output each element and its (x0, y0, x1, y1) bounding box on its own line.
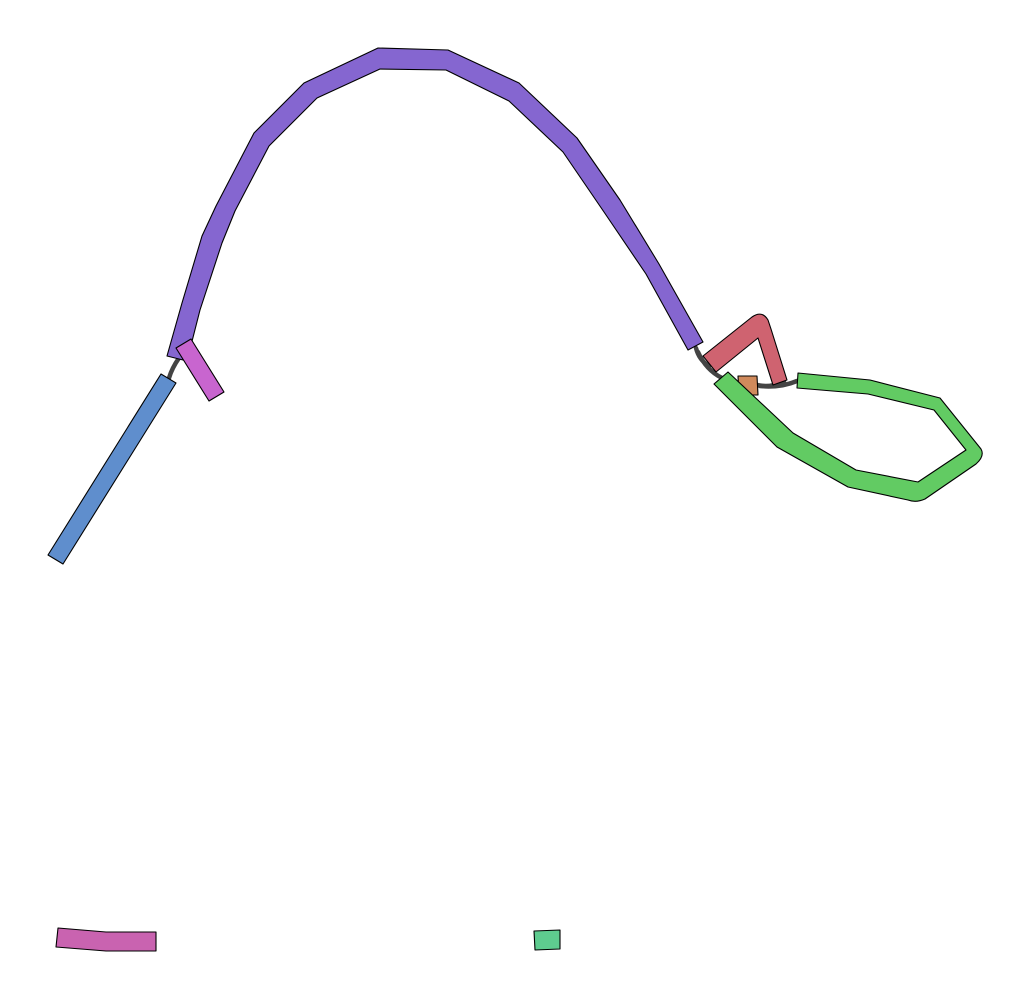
segment-pink-fragment[interactable] (55, 927, 157, 952)
segment-red-hook[interactable] (702, 313, 788, 386)
link-purple-green[interactable] (695, 349, 725, 381)
segment-blue-strand[interactable] (47, 373, 177, 565)
segment-teal-fragment[interactable] (533, 929, 561, 951)
graph-links (166, 345, 800, 389)
segment-green-loop[interactable] (713, 371, 983, 502)
link-orange-green[interactable] (757, 378, 800, 389)
graph-segments (47, 47, 983, 952)
link-blue-purple[interactable] (166, 355, 182, 381)
segment-purple-arc[interactable] (166, 47, 704, 362)
segment-magenta-stub[interactable] (175, 338, 225, 402)
